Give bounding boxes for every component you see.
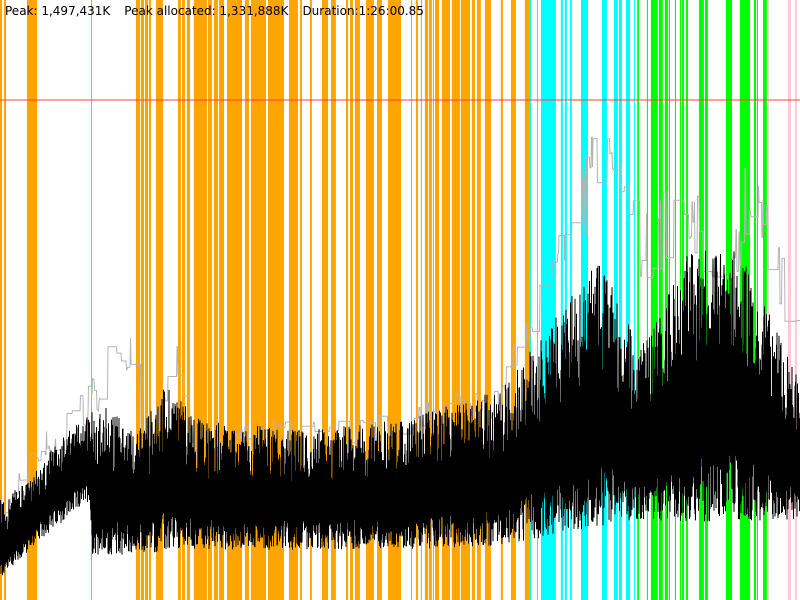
gc-event-band xyxy=(410,0,412,600)
used-memory-series xyxy=(0,250,800,576)
gc-event-band xyxy=(674,0,677,600)
gc-event-band xyxy=(177,0,181,600)
gc-event-band xyxy=(510,0,516,600)
gc-event-band xyxy=(4,0,7,600)
gc-event-band xyxy=(500,0,503,600)
duration-label: Duration:1:26:00.85 xyxy=(302,4,424,18)
gc-event-band xyxy=(376,0,382,600)
gc-event-band xyxy=(90,0,92,600)
gc-event-band xyxy=(560,0,563,600)
gc-event-band xyxy=(618,0,622,600)
gc-event-band xyxy=(434,0,439,600)
gc-event-band xyxy=(424,0,428,600)
gc-event-band xyxy=(767,0,769,600)
gc-event-band xyxy=(484,0,491,600)
gc-event-band xyxy=(428,0,432,600)
gc-event-band xyxy=(646,0,648,600)
peak-allocated-label: Peak allocated: 1,331,888K xyxy=(124,4,289,18)
gc-event-band xyxy=(637,0,639,600)
gc-event-band xyxy=(753,0,756,600)
gc-event-band xyxy=(213,0,218,600)
gc-event-band xyxy=(219,0,224,600)
gc-event-band xyxy=(460,0,471,600)
gc-event-band xyxy=(350,0,353,600)
gc-event-band xyxy=(762,0,767,600)
gc-event-band xyxy=(529,0,531,600)
gc-event-band xyxy=(524,0,530,600)
gc-event-band xyxy=(268,0,284,600)
gc-event-band xyxy=(135,0,140,600)
gc-event-band xyxy=(476,0,481,600)
gc-event-band xyxy=(636,0,638,600)
gc-event-band xyxy=(471,0,475,600)
gc-event-band xyxy=(330,0,336,600)
gc-event-band xyxy=(650,0,658,600)
gc-event-band xyxy=(681,0,684,600)
gc-event-band xyxy=(0,0,3,600)
gc-event-band xyxy=(155,0,163,600)
gc-event-band xyxy=(451,0,460,600)
gc-event-band xyxy=(432,0,434,600)
gc-event-band xyxy=(354,0,360,600)
gc-event-band xyxy=(613,0,618,600)
gc-event-band xyxy=(365,0,374,600)
gc-event-band xyxy=(148,0,151,600)
gc-event-band xyxy=(140,0,145,600)
gc-event-band xyxy=(288,0,298,600)
gc-event-band xyxy=(658,0,663,600)
gc-event-band xyxy=(186,0,191,600)
peak-label: Peak: 1,497,431K xyxy=(5,4,111,18)
gc-event-band xyxy=(794,0,797,600)
gc-event-band xyxy=(664,0,668,600)
gc-event-band xyxy=(441,0,451,600)
gc-event-band xyxy=(536,0,538,600)
gc-event-band xyxy=(569,0,572,600)
gc-event-band xyxy=(321,0,329,600)
gc-event-band xyxy=(226,0,242,600)
gc-event-band xyxy=(244,0,249,600)
gc-event-band xyxy=(564,0,567,600)
gc-event-band xyxy=(345,0,349,600)
gc-event-band xyxy=(26,0,38,600)
stats-bar: Peak: 1,497,431K Peak allocated: 1,331,88… xyxy=(5,4,438,18)
gc-event-band xyxy=(633,0,635,600)
gc-event-band xyxy=(420,0,422,600)
gc-event-band xyxy=(756,0,759,600)
gc-event-band xyxy=(310,0,312,600)
gc-event-band xyxy=(705,0,708,600)
gc-event-band xyxy=(625,0,630,600)
gc-event-band xyxy=(144,0,149,600)
gc-event-band xyxy=(415,0,418,600)
gc-event-band xyxy=(181,0,185,600)
gc-event-band xyxy=(299,0,302,600)
gc-event-band xyxy=(787,0,791,600)
gc-event-band xyxy=(208,0,212,600)
